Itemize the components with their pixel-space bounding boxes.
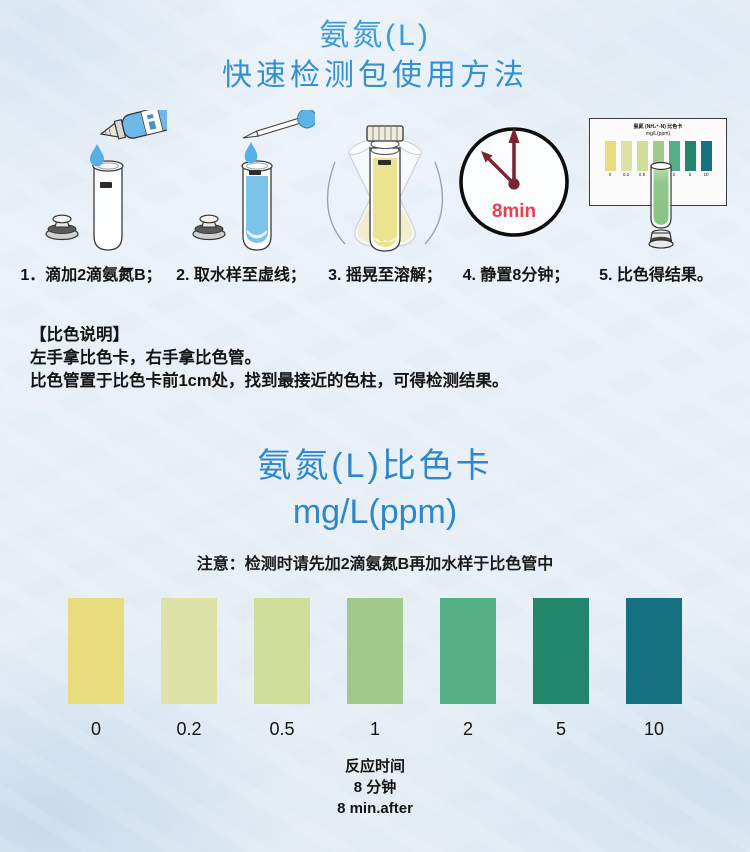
capped-tube-icon [366, 125, 404, 252]
step-2-illustration [167, 110, 315, 258]
color-card-title-line1: 氨氮(L)比色卡 [257, 447, 493, 485]
page-title-line1: 氨氮(L) [319, 19, 431, 52]
color-swatch-label: 0 [90, 719, 101, 739]
color-swatch-column: 0 [68, 598, 124, 740]
mini-color-swatch-column: 0.5 [636, 141, 648, 178]
mini-color-swatch-column: 0 [604, 141, 616, 178]
footer-line1: 反应时间 [344, 758, 405, 775]
color-swatch [440, 598, 496, 704]
color-swatch-label: 0.2 [176, 719, 202, 739]
color-swatch [254, 598, 310, 704]
shaking-tube-icon [326, 125, 444, 252]
mini-card-title: 氨氮 (NH₄⁺-N) 比色卡 [633, 124, 683, 130]
page-title: 氨氮(L) 快速检测包使用方法 [0, 16, 750, 96]
test-tube-icon [92, 160, 124, 251]
step-1-illustration [15, 110, 167, 258]
mini-color-swatch-label: 5 [688, 172, 692, 177]
step-3: 3. 摇晃至溶解； [315, 110, 455, 285]
color-swatch [161, 598, 217, 704]
clock-icon: 8min [459, 127, 569, 237]
color-swatch-column: 5 [533, 598, 589, 740]
tube-cap-icon [192, 214, 226, 241]
color-card-note: 注意：检测时请先加2滴氨氮B再加水样于比色管中 [196, 556, 554, 573]
mini-color-swatch [604, 141, 616, 171]
step-1-caption: 1．滴加2滴氨氮B； [20, 267, 162, 284]
step-1: 1．滴加2滴氨氮B； [15, 110, 167, 285]
step-2-caption: 2. 取水样至虚线； [176, 267, 306, 284]
mini-color-swatch [636, 141, 648, 171]
color-swatch-label: 1 [369, 719, 380, 739]
instructions-line2: 比色管置于比色卡前1cm处，找到最接近的色柱，可得检测结果。 [30, 372, 509, 390]
motion-arc-left-icon [326, 161, 346, 245]
colorimetric-instructions: 【比色说明】 左手拿比色卡，右手拿比色管。 比色管置于比色卡前1cm处，找到最接… [30, 324, 730, 393]
color-swatch-column: 2 [440, 598, 496, 740]
motion-arc-right-icon [424, 161, 444, 245]
mini-color-swatch [684, 141, 696, 171]
color-swatch-column: 1 [347, 598, 403, 740]
dropper-bottle-into-tube-icon [45, 110, 167, 251]
mini-color-swatch [620, 141, 632, 171]
step-4-illustration: 8min [455, 110, 577, 258]
pipette-icon [242, 110, 315, 139]
mini-color-swatch-label: 2 [672, 172, 676, 177]
mini-color-swatch-column: 0.2 [620, 141, 632, 178]
color-swatch-label: 10 [643, 719, 665, 739]
step-2: 2. 取水样至虚线； [167, 110, 315, 285]
liquid-drop-icon [244, 142, 258, 164]
color-swatch [626, 598, 682, 704]
result-tube-icon [648, 161, 674, 249]
color-swatch-column: 0.5 [254, 598, 310, 740]
liquid-drop-icon [90, 144, 104, 167]
step-4-caption: 4. 静置8分钟； [462, 267, 570, 284]
step-5-caption: 5. 比色得结果。 [599, 267, 713, 284]
test-tube-filled-icon [241, 160, 273, 251]
color-swatch [347, 598, 403, 704]
color-swatch-column: 10 [626, 598, 682, 740]
page-title-line2: 快速检测包使用方法 [222, 59, 528, 92]
instructions-heading: 【比色说明】 [30, 326, 129, 344]
tube-base-cap-icon [648, 229, 674, 249]
mini-card-unit: mg/L(ppm) [645, 131, 671, 137]
color-swatch [68, 598, 124, 704]
color-card-unit: mg/L(ppm) [292, 493, 458, 531]
pipette-into-tube-icon [192, 110, 315, 251]
mini-color-swatch-column: 5 [684, 141, 696, 178]
step-4: 8min 4. 静置8分钟； [455, 110, 577, 285]
tube-cap-icon [45, 214, 79, 241]
mini-color-swatch-label: 0.5 [638, 172, 646, 177]
mini-color-swatch [700, 141, 712, 171]
reagent-bottle-icon [99, 110, 167, 140]
mini-color-swatch [652, 141, 664, 171]
color-swatch [533, 598, 589, 704]
steps-row: 1．滴加2滴氨氮B； [15, 110, 735, 285]
mini-color-swatch [668, 141, 680, 171]
step-3-caption: 3. 摇晃至溶解； [328, 267, 442, 284]
footer-line2: 8 分钟 [353, 779, 397, 796]
color-swatch-label: 0.5 [269, 719, 295, 739]
mini-color-swatch-label: 0.2 [622, 172, 630, 177]
mini-color-swatch-label: 0 [608, 172, 612, 177]
footer-line3: 8 min.after [337, 800, 413, 817]
clock-time-label: 8min [492, 201, 536, 222]
color-card-title: 氨氮(L)比色卡 mg/L(ppm) [0, 443, 750, 534]
mini-color-swatch-column: 10 [700, 141, 712, 178]
color-swatch-label: 5 [555, 719, 566, 739]
reaction-time-footer: 反应时间 8 分钟 8 min.after [0, 756, 750, 819]
mini-color-swatch-column: 2 [668, 141, 680, 178]
color-swatch-column: 0.2 [161, 598, 217, 740]
mini-color-swatch-label: 10 [703, 172, 709, 177]
step-3-illustration [315, 110, 455, 258]
instructions-line1: 左手拿比色卡，右手拿比色管。 [30, 349, 261, 367]
color-swatch-label: 2 [462, 719, 473, 739]
color-swatch-row: 0 0.2 0.5 1 2 5 10 [0, 598, 750, 740]
